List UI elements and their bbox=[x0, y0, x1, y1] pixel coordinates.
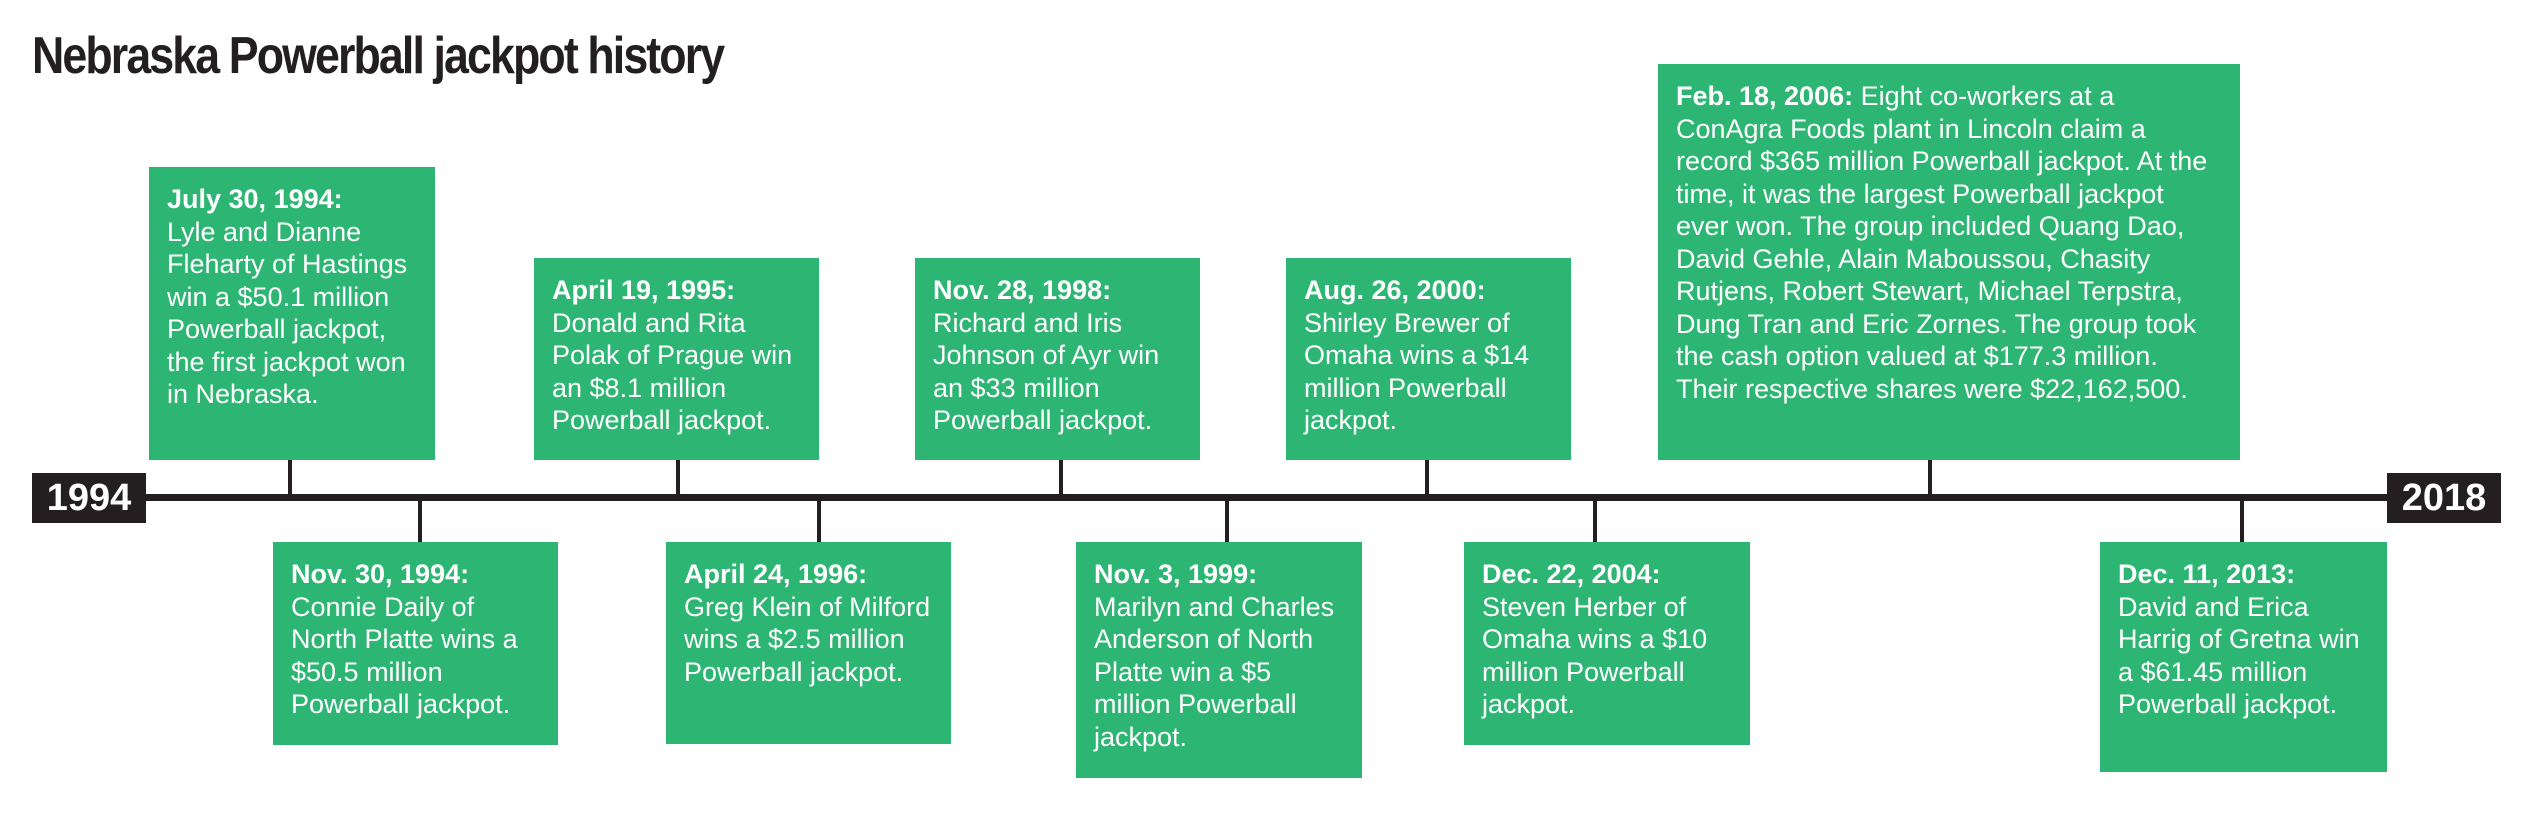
event-box: April 19, 1995: Donald and Rita Polak of… bbox=[534, 258, 819, 460]
event-connector bbox=[1059, 460, 1063, 498]
event-connector bbox=[1593, 497, 1597, 542]
event-connector bbox=[418, 497, 422, 542]
event-box: July 30, 1994: Lyle and Dianne Fleharty … bbox=[149, 167, 435, 460]
event-box: Nov. 30, 1994: Connie Daily of North Pla… bbox=[273, 542, 558, 745]
timeline-axis bbox=[34, 494, 2500, 501]
event-box: April 24, 1996: Greg Klein of Milford wi… bbox=[666, 542, 951, 744]
event-description: Shirley Brewer of Omaha wins a $14 milli… bbox=[1304, 307, 1530, 436]
end-year-label: 2018 bbox=[2387, 473, 2501, 523]
event-date: Nov. 30, 1994: bbox=[291, 559, 470, 589]
event-date: Dec. 22, 2004: bbox=[1482, 559, 1661, 589]
event-description: Lyle and Dianne Fleharty of Hastings win… bbox=[167, 216, 408, 410]
event-connector bbox=[1928, 460, 1932, 498]
event-description: Steven Herber of Omaha wins a $10 millio… bbox=[1482, 591, 1708, 720]
event-box: Dec. 11, 2013: David and Erica Harrig of… bbox=[2100, 542, 2387, 772]
event-description: Connie Daily of North Platte wins a $50.… bbox=[291, 591, 518, 720]
chart-title: Nebraska Powerball jackpot history bbox=[32, 27, 725, 85]
event-box: Dec. 22, 2004: Steven Herber of Omaha wi… bbox=[1464, 542, 1750, 745]
event-description: David and Erica Harrig of Gretna win a $… bbox=[2118, 591, 2360, 720]
event-description: Richard and Iris Johnson of Ayr win an $… bbox=[933, 307, 1160, 436]
event-date: Nov. 3, 1999: bbox=[1094, 559, 1258, 589]
event-box: Nov. 28, 1998: Richard and Iris Johnson … bbox=[915, 258, 1200, 460]
event-connector bbox=[2240, 497, 2244, 542]
event-date: Aug. 26, 2000: bbox=[1304, 275, 1486, 305]
event-date: Dec. 11, 2013: bbox=[2118, 559, 2296, 589]
event-description: Greg Klein of Milford wins a $2.5 millio… bbox=[684, 591, 931, 687]
event-date: April 24, 1996: bbox=[684, 559, 868, 589]
event-box: Aug. 26, 2000: Shirley Brewer of Omaha w… bbox=[1286, 258, 1571, 460]
event-date: April 19, 1995: bbox=[552, 275, 736, 305]
start-year-label: 1994 bbox=[32, 473, 146, 523]
event-description: Marilyn and Charles Anderson of North Pl… bbox=[1094, 591, 1335, 752]
event-description: Donald and Rita Polak of Prague win an $… bbox=[552, 307, 793, 436]
event-date: Nov. 28, 1998: bbox=[933, 275, 1112, 305]
event-connector bbox=[1225, 497, 1229, 542]
event-connector bbox=[817, 497, 821, 542]
event-box: Nov. 3, 1999: Marilyn and Charles Anders… bbox=[1076, 542, 1362, 778]
event-description: Eight co-workers at a ConAgra Foods plan… bbox=[1676, 81, 2208, 404]
event-date: July 30, 1994: bbox=[167, 184, 343, 214]
event-date: Feb. 18, 2006: bbox=[1676, 81, 1854, 111]
event-connector bbox=[676, 460, 680, 498]
event-connector bbox=[288, 460, 292, 498]
event-box: Feb. 18, 2006: Eight co-workers at a Con… bbox=[1658, 64, 2240, 460]
event-connector bbox=[1425, 460, 1429, 498]
